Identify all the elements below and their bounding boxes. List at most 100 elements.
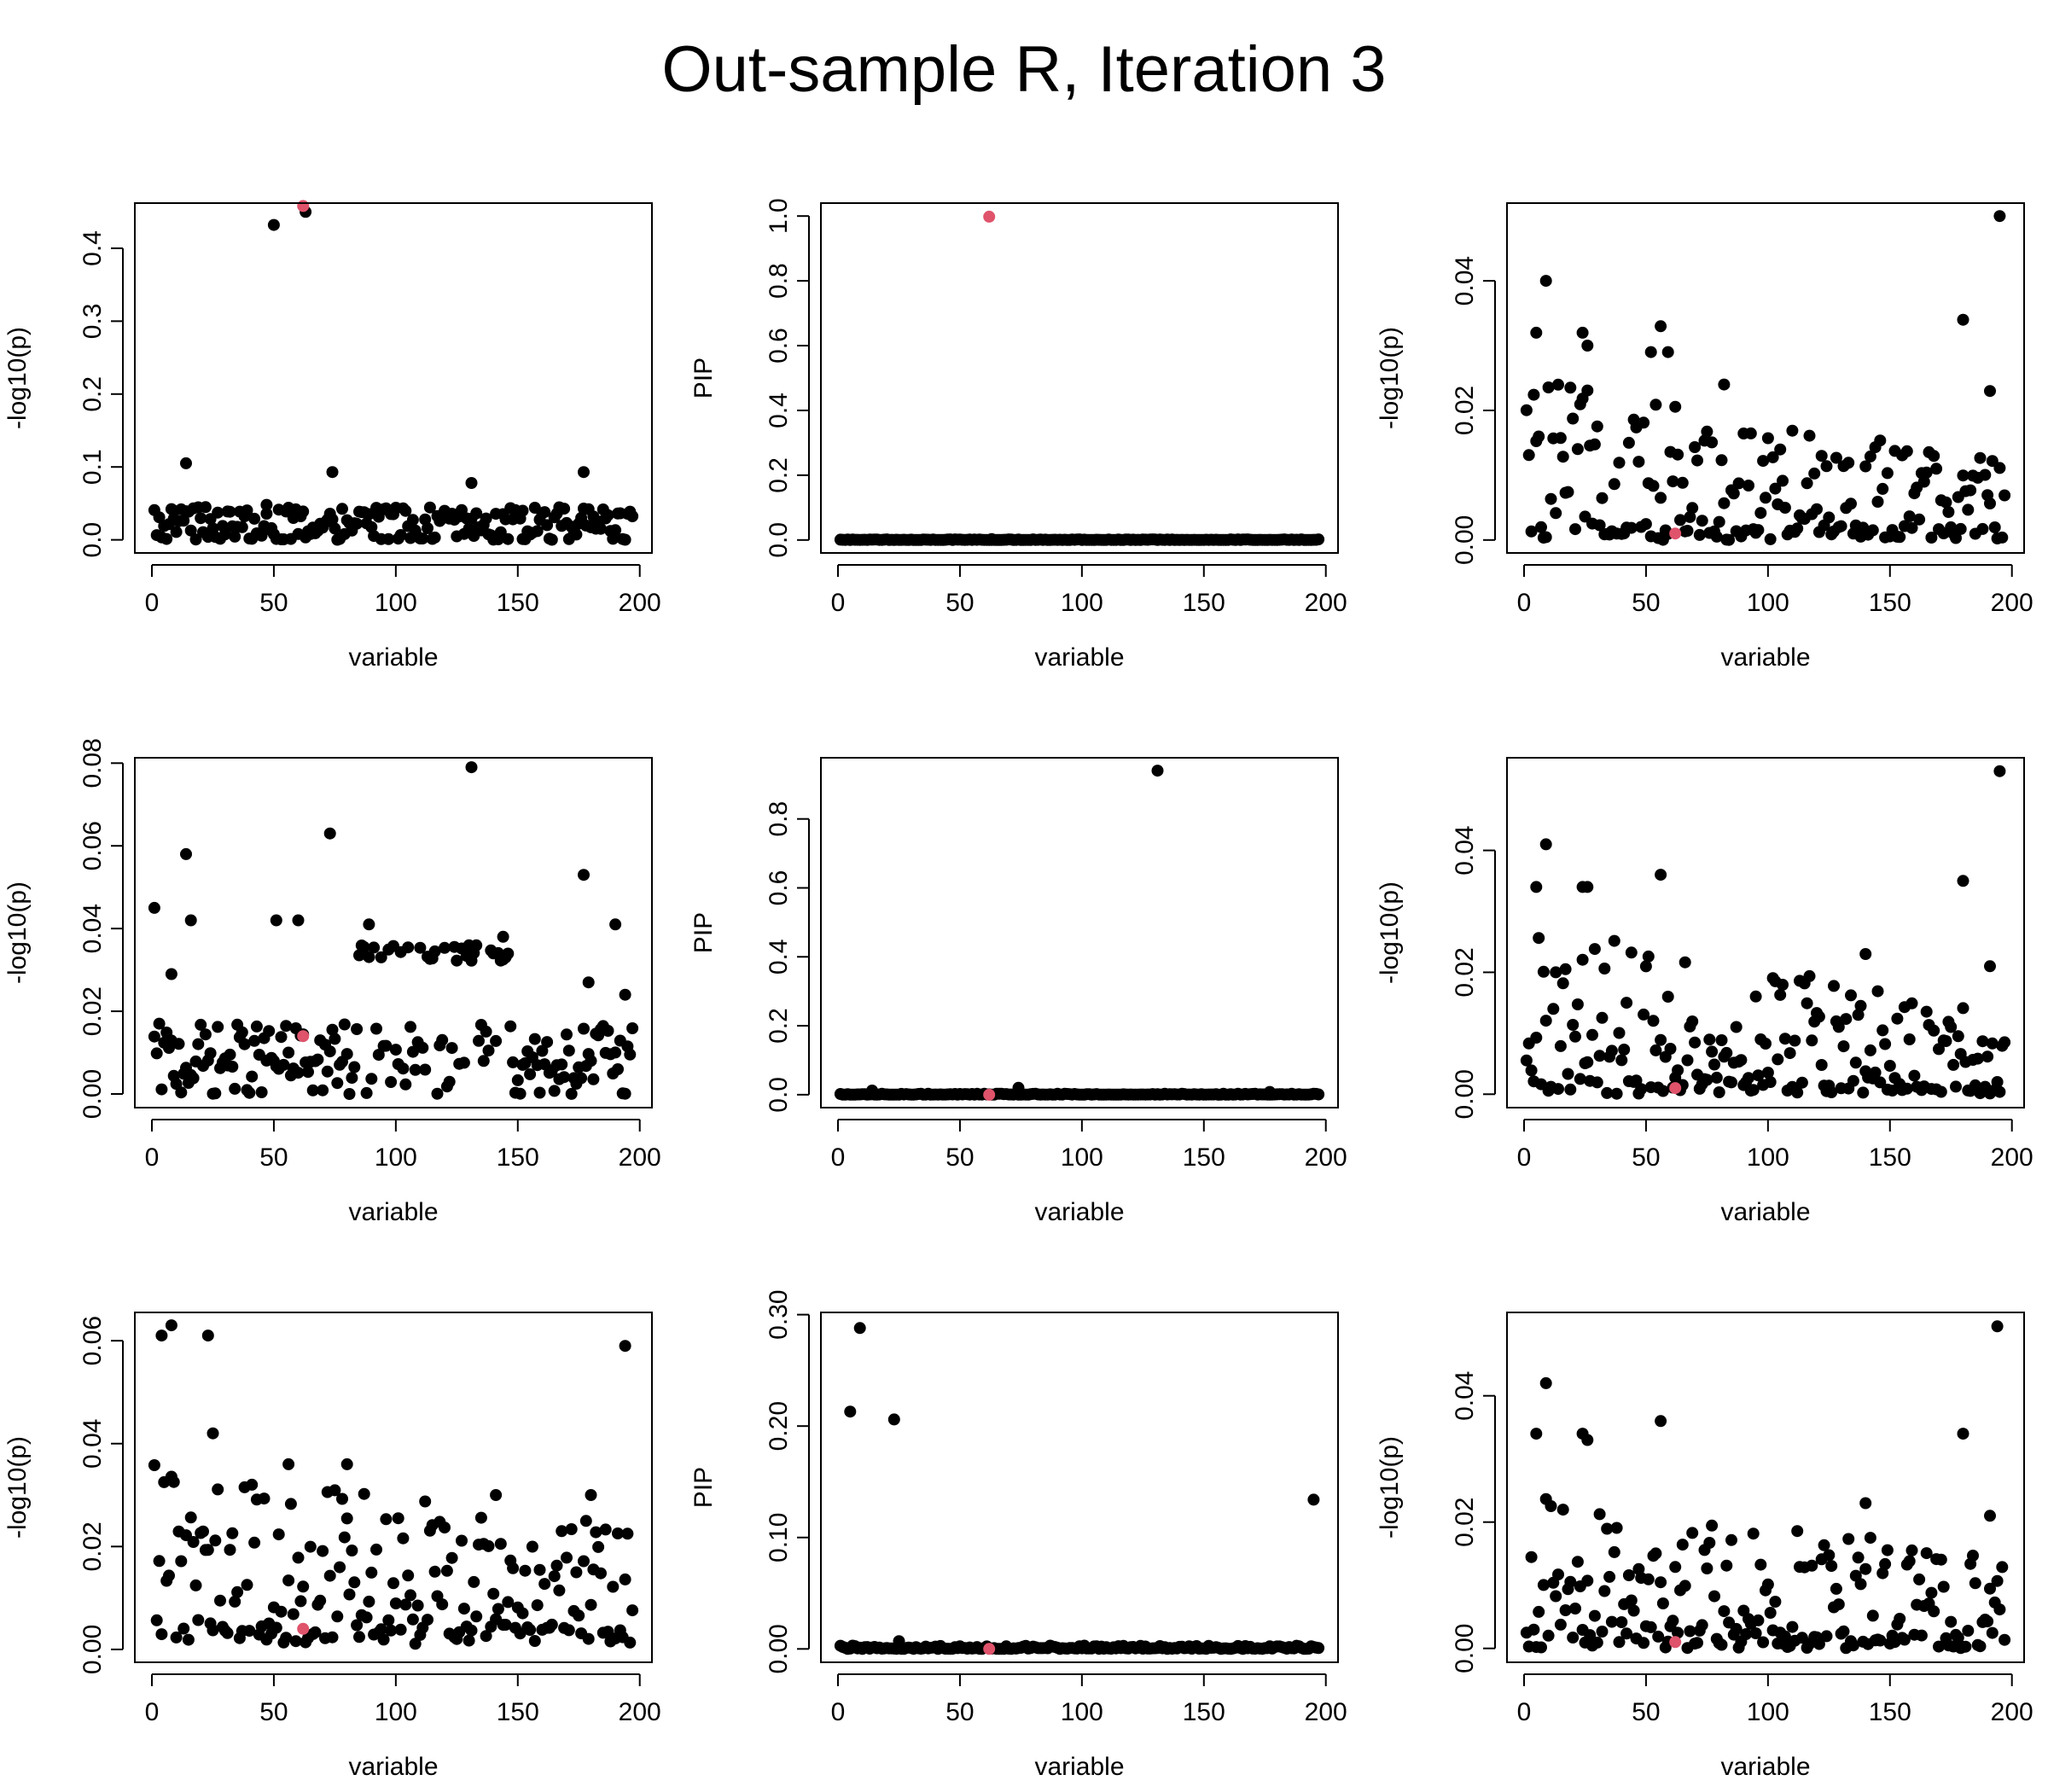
data-point <box>1786 1620 1799 1633</box>
data-point <box>499 1619 512 1631</box>
x-tick-label: 0 <box>1517 1143 1532 1172</box>
points <box>834 1322 1325 1655</box>
data-point <box>1627 1604 1640 1617</box>
data-point <box>538 1578 551 1591</box>
data-point <box>579 1515 592 1527</box>
data-point <box>1533 430 1545 443</box>
points <box>1520 1320 2011 1655</box>
y-axis-label: -log10(p) <box>1376 327 1404 429</box>
data-point <box>1903 510 1916 523</box>
highlight-point <box>1669 1082 1682 1095</box>
data-point <box>1991 1076 2004 1088</box>
data-point <box>338 1531 351 1544</box>
data-point <box>207 1624 219 1637</box>
data-point <box>1930 463 1943 475</box>
panel-5: 0 50 100 150 200 variable 0.0 0.2 0.4 0.6 0.8 PIP <box>689 757 1347 1226</box>
data-point <box>1608 478 1620 491</box>
data-point <box>1774 443 1787 456</box>
data-point <box>528 1033 541 1045</box>
data-point <box>231 1585 244 1598</box>
data-point <box>582 1632 595 1645</box>
x-tick-label: 50 <box>259 1698 288 1726</box>
data-point <box>1701 1073 1713 1086</box>
data-point <box>1638 1008 1650 1021</box>
data-point <box>1869 1066 1882 1079</box>
data-point <box>1703 1537 1716 1549</box>
y-tick-label: 0.1 <box>79 449 107 485</box>
data-point <box>1564 1083 1577 1096</box>
data-point <box>1812 1638 1825 1650</box>
x-tick-label: 150 <box>1869 1698 1911 1726</box>
data-point <box>416 532 429 545</box>
data-point <box>1649 1044 1662 1056</box>
data-point <box>1679 956 1691 969</box>
data-point <box>207 1427 219 1440</box>
data-point <box>1679 1580 1691 1592</box>
x-tick-label: 150 <box>497 1698 539 1726</box>
data-point <box>1535 1641 1547 1654</box>
data-point <box>1669 400 1682 413</box>
plot-frame <box>134 757 653 1108</box>
data-point <box>153 511 166 524</box>
data-point <box>372 1049 385 1062</box>
data-point <box>1840 1013 1853 1026</box>
x-tick-label: 50 <box>945 1698 974 1726</box>
data-point <box>1264 1085 1276 1098</box>
highlight-point <box>1669 527 1682 540</box>
data-point <box>399 1078 412 1091</box>
data-point <box>1842 457 1855 469</box>
y-tick-label: 0.00 <box>79 1069 107 1119</box>
data-point <box>565 1523 578 1535</box>
data-point <box>1815 1059 1828 1071</box>
x-tick-label: 100 <box>375 589 417 617</box>
data-point <box>1525 1064 1538 1077</box>
data-point <box>282 1457 295 1470</box>
data-point <box>1933 1640 1945 1653</box>
y-axis-label: -log10(p) <box>1376 1436 1404 1539</box>
data-point <box>1984 1582 1996 1595</box>
x-tick-label: 0 <box>831 1143 846 1172</box>
data-point <box>385 1624 398 1637</box>
data-point <box>595 1567 607 1580</box>
data-point <box>1656 1085 1669 1097</box>
plot-frame <box>1506 1312 2025 1663</box>
data-point <box>375 951 387 963</box>
data-point <box>363 918 375 931</box>
points <box>1520 210 2011 546</box>
x-tick-label: 150 <box>1183 1143 1225 1172</box>
data-point <box>624 1048 637 1061</box>
data-point <box>1891 1012 1904 1025</box>
data-point <box>1935 1085 1947 1098</box>
data-point <box>1876 482 1889 495</box>
data-point <box>1613 1027 1626 1039</box>
data-point <box>280 1020 293 1033</box>
data-point <box>1681 525 1694 537</box>
data-point <box>272 1528 285 1541</box>
data-point <box>170 1631 183 1644</box>
y-tick-label: 0.00 <box>1451 1624 1479 1673</box>
data-point <box>536 1044 549 1057</box>
data-point <box>409 1063 422 1076</box>
data-point <box>1638 1637 1650 1649</box>
data-point <box>1859 948 1872 960</box>
data-point <box>1864 1044 1876 1056</box>
y-tick-label: 0.06 <box>79 1316 107 1365</box>
data-point <box>1571 998 1584 1010</box>
data-point <box>1552 378 1564 391</box>
data-point <box>492 1603 504 1615</box>
panel-2: 0 50 100 150 200 variable 0.0 0.2 0.4 0.6 0.8 1.0 PI… <box>689 198 1347 672</box>
data-point <box>619 1573 631 1585</box>
data-point <box>482 1044 495 1057</box>
data-point <box>1012 1081 1025 1094</box>
highlight-point <box>983 210 996 223</box>
data-point <box>311 1053 324 1066</box>
data-point <box>1533 932 1545 945</box>
data-point <box>1639 518 1652 531</box>
data-point <box>624 1636 637 1649</box>
data-point <box>592 1540 605 1553</box>
data-point <box>1522 449 1535 462</box>
data-point <box>1874 1076 1887 1089</box>
data-point <box>255 1086 268 1098</box>
data-point <box>302 1066 314 1079</box>
data-point <box>306 1084 319 1097</box>
